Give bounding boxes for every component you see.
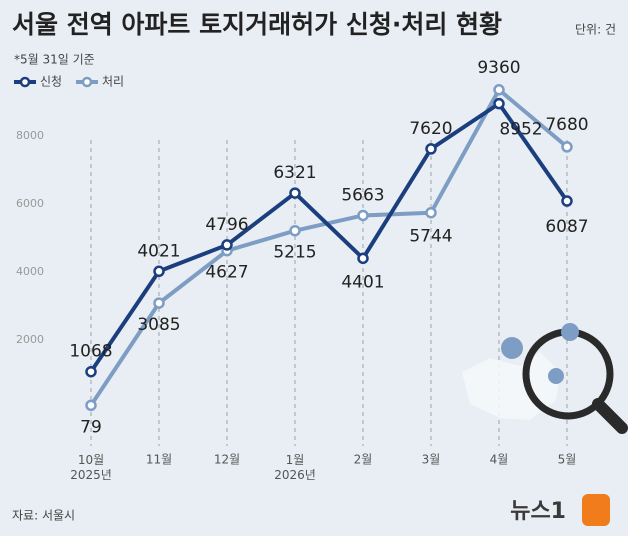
data-label: 6321: [273, 163, 316, 183]
x-tick-label: 4월: [490, 453, 509, 467]
x-tick-label: 2월: [354, 453, 373, 467]
series-line: [89, 101, 569, 373]
data-label: 4021: [137, 241, 180, 261]
chart-title: 서울 전역 아파트 토지거래허가 신청·처리 현황: [12, 10, 502, 39]
data-label: 7680: [545, 115, 588, 135]
legend-label: 처리: [102, 75, 124, 89]
data-label: 7620: [409, 119, 452, 139]
magnifier: [462, 323, 628, 434]
x-tick-label: 3월: [422, 453, 441, 467]
brand: 뉴스1: [510, 499, 566, 524]
data-label: 4401: [341, 272, 384, 292]
data-point: [357, 209, 369, 222]
data-label: 8952: [499, 120, 542, 140]
data-label: 5744: [409, 227, 452, 247]
data-label: 1068: [69, 342, 112, 362]
data-point: [561, 195, 573, 207]
y-tick-label: 8000: [16, 129, 44, 142]
legend-marker: [19, 76, 31, 88]
data-point: [357, 252, 369, 265]
x-tick-label: 11월: [146, 453, 172, 467]
data-label: 9360: [477, 58, 520, 78]
data-point: [289, 187, 301, 199]
y-tick-label: 6000: [16, 197, 44, 210]
data-point: [425, 143, 437, 155]
data-label: 4796: [205, 215, 248, 235]
data-point: [493, 84, 505, 96]
data-point: [85, 365, 97, 378]
data-point: [425, 206, 437, 219]
data-label: 79: [80, 417, 102, 437]
data-point: [153, 297, 165, 309]
brand-logo: 뉴스1: [510, 494, 610, 526]
x-tick-label: 5월: [558, 453, 577, 467]
x-tick-label: 1월 2026년: [274, 453, 316, 482]
data-label: 3085: [137, 315, 180, 335]
y-tick-label: 2000: [16, 333, 44, 346]
data-point: [289, 224, 301, 237]
y-tick-label: 4000: [16, 265, 44, 278]
data-point: [221, 239, 233, 251]
data-point: [561, 141, 573, 153]
data-label: 5663: [341, 185, 384, 205]
source: 자료: 서울시: [12, 509, 75, 523]
data-label: 6087: [545, 217, 588, 237]
unit: 단위: 건: [575, 23, 616, 37]
legend-label: 신청: [40, 75, 62, 89]
data-point: [85, 399, 97, 412]
x-tick-label: 12월: [214, 453, 240, 467]
data-label: 5215: [273, 243, 316, 263]
data-point: [153, 265, 165, 278]
data-label: 4627: [205, 263, 248, 283]
note: *5월 31일 기준: [14, 53, 95, 67]
x-tick-label: 10월 2025년: [70, 453, 112, 482]
legend-marker: [81, 76, 93, 88]
data-point: [493, 97, 505, 110]
